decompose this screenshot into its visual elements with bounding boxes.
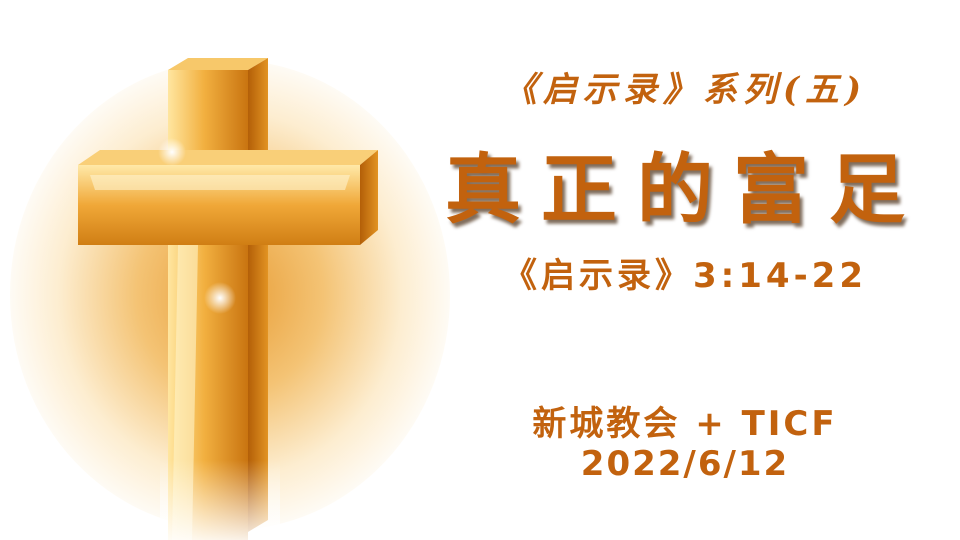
cross-icon bbox=[78, 58, 378, 540]
scripture-reference: 《启示录》3:14-22 bbox=[503, 256, 867, 296]
sermon-date: 2022/6/12 bbox=[580, 444, 790, 484]
slide-text-block: 《启示录》系列(五) 真正的富足 《启示录》3:14-22 新城教会 + TIC… bbox=[410, 0, 960, 540]
main-title: 真正的富足 bbox=[445, 145, 925, 234]
church-name: 新城教会 + TICF bbox=[532, 404, 838, 444]
series-title: 《启示录》系列(五) bbox=[502, 70, 868, 110]
